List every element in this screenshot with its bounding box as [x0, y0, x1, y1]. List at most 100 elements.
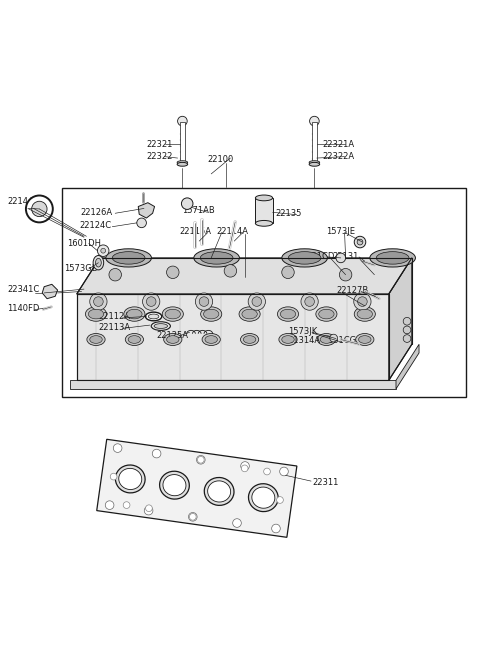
Circle shape [358, 297, 367, 307]
Polygon shape [77, 294, 389, 381]
Ellipse shape [255, 221, 273, 226]
Ellipse shape [151, 322, 170, 330]
Polygon shape [389, 258, 412, 381]
Ellipse shape [124, 307, 145, 321]
Ellipse shape [282, 335, 294, 343]
Ellipse shape [204, 477, 234, 506]
Circle shape [197, 457, 204, 463]
Text: 22113A: 22113A [98, 323, 131, 332]
Ellipse shape [354, 307, 375, 321]
Circle shape [32, 201, 47, 217]
Ellipse shape [163, 475, 186, 496]
Bar [180, 122, 185, 161]
Text: 22115A: 22115A [179, 227, 211, 236]
Circle shape [233, 519, 241, 527]
Ellipse shape [154, 324, 168, 328]
Ellipse shape [127, 309, 142, 319]
Polygon shape [77, 258, 412, 294]
Ellipse shape [88, 309, 104, 319]
Circle shape [143, 293, 160, 310]
Ellipse shape [317, 333, 336, 345]
Circle shape [97, 245, 109, 257]
Ellipse shape [115, 465, 145, 493]
Text: 22341C: 22341C [7, 285, 39, 293]
Circle shape [305, 297, 314, 307]
Ellipse shape [87, 333, 105, 345]
Circle shape [167, 266, 179, 278]
Circle shape [276, 496, 283, 503]
Ellipse shape [90, 335, 102, 343]
Circle shape [272, 524, 280, 533]
Ellipse shape [288, 252, 321, 264]
Bar [255, 198, 273, 223]
Ellipse shape [201, 307, 222, 321]
Ellipse shape [279, 333, 297, 345]
Text: 1571AB: 1571AB [182, 206, 215, 215]
Text: 22131: 22131 [332, 252, 359, 261]
Ellipse shape [376, 252, 409, 264]
Ellipse shape [243, 335, 256, 343]
Circle shape [301, 293, 318, 310]
Circle shape [101, 248, 106, 253]
Ellipse shape [159, 471, 189, 499]
Ellipse shape [205, 335, 217, 343]
Text: 22125A: 22125A [156, 331, 188, 340]
Text: 22114A: 22114A [216, 227, 248, 236]
Ellipse shape [252, 487, 275, 508]
Text: 1573JE: 1573JE [326, 227, 355, 236]
Text: 1151CD: 1151CD [301, 252, 335, 261]
Circle shape [357, 239, 363, 245]
Circle shape [94, 297, 103, 307]
Text: 22135: 22135 [275, 209, 301, 218]
Text: 22100: 22100 [208, 155, 234, 164]
Circle shape [354, 293, 371, 310]
Ellipse shape [249, 483, 278, 512]
Text: 21314A 1151CG: 21314A 1151CG [288, 337, 356, 345]
Circle shape [280, 467, 288, 476]
Circle shape [199, 297, 209, 307]
Ellipse shape [85, 307, 107, 321]
Circle shape [330, 334, 337, 342]
Ellipse shape [194, 249, 240, 267]
Ellipse shape [165, 309, 180, 319]
Ellipse shape [128, 335, 141, 343]
Circle shape [181, 198, 193, 210]
Text: 1573JK: 1573JK [288, 327, 317, 336]
Circle shape [241, 465, 248, 472]
Ellipse shape [167, 335, 179, 343]
Ellipse shape [125, 333, 144, 345]
Ellipse shape [177, 162, 188, 166]
Circle shape [282, 266, 294, 278]
Text: 22322: 22322 [146, 152, 173, 161]
Ellipse shape [282, 249, 327, 267]
Text: 22112A: 22112A [98, 312, 131, 321]
Text: 22127B: 22127B [336, 286, 368, 295]
Ellipse shape [309, 162, 320, 166]
Circle shape [178, 117, 187, 126]
Circle shape [403, 335, 411, 343]
Text: 22311: 22311 [312, 477, 338, 487]
Circle shape [310, 117, 319, 126]
Circle shape [190, 514, 196, 520]
Circle shape [26, 195, 53, 223]
Circle shape [152, 449, 161, 458]
Ellipse shape [239, 307, 260, 321]
Ellipse shape [162, 307, 183, 321]
Ellipse shape [96, 258, 101, 267]
Ellipse shape [255, 195, 273, 201]
Bar [312, 122, 317, 161]
Text: 22126A: 22126A [81, 208, 113, 217]
Ellipse shape [200, 252, 233, 264]
Ellipse shape [316, 307, 337, 321]
Ellipse shape [280, 309, 296, 319]
Ellipse shape [93, 255, 104, 270]
Ellipse shape [164, 333, 182, 345]
Circle shape [336, 253, 346, 263]
Ellipse shape [240, 333, 259, 345]
Circle shape [248, 293, 265, 310]
Ellipse shape [242, 309, 257, 319]
Circle shape [354, 236, 366, 248]
Circle shape [109, 269, 121, 281]
Circle shape [339, 269, 352, 281]
Text: 1601DH: 1601DH [67, 239, 101, 248]
